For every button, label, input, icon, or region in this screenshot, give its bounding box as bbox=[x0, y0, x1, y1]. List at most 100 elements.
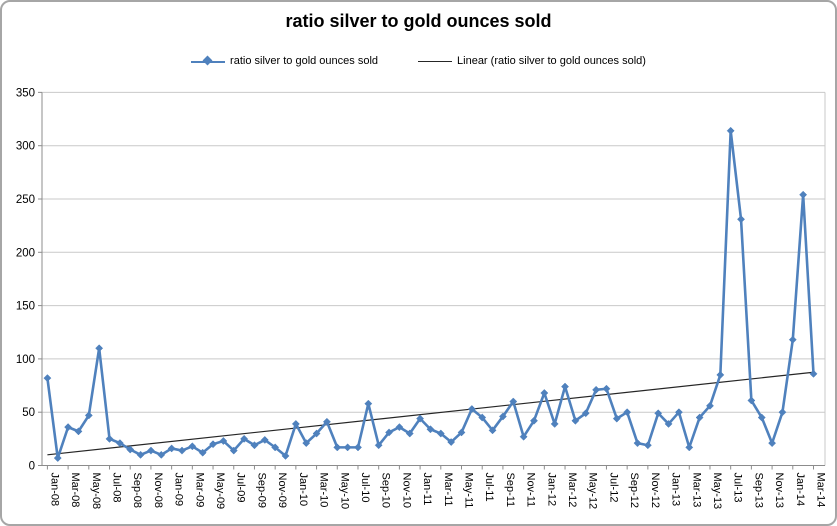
data-point-marker[interactable] bbox=[312, 429, 321, 438]
data-point-marker[interactable] bbox=[209, 440, 217, 449]
data-point-marker[interactable] bbox=[809, 369, 818, 378]
data-point-marker[interactable] bbox=[395, 423, 404, 432]
chart-title[interactable]: ratio silver to gold ounces sold bbox=[285, 11, 552, 31]
data-point-marker[interactable] bbox=[374, 441, 383, 450]
data-point-marker[interactable] bbox=[592, 385, 601, 394]
data-point-marker[interactable] bbox=[706, 401, 714, 410]
data-point-marker[interactable] bbox=[674, 408, 683, 417]
x-tick-label: Jan-13 bbox=[670, 473, 682, 507]
data-point-marker[interactable] bbox=[488, 426, 497, 435]
data-point-marker[interactable] bbox=[447, 438, 456, 447]
data-point-marker[interactable] bbox=[436, 429, 445, 438]
x-tick-label: May-10 bbox=[338, 473, 350, 510]
data-point-marker[interactable] bbox=[716, 370, 725, 379]
series-line[interactable] bbox=[46, 129, 815, 460]
data-point-marker[interactable] bbox=[229, 446, 238, 455]
data-point-marker[interactable] bbox=[302, 439, 311, 448]
data-point-marker[interactable] bbox=[654, 409, 663, 418]
data-point-marker[interactable] bbox=[167, 444, 176, 453]
data-point-marker[interactable] bbox=[778, 408, 787, 417]
data-point-marker[interactable] bbox=[498, 412, 507, 421]
data-point-marker[interactable] bbox=[157, 450, 166, 459]
data-point-marker[interactable] bbox=[43, 374, 52, 383]
series-ratio-silver-to-gold[interactable] bbox=[43, 126, 818, 462]
data-point-marker[interactable] bbox=[799, 190, 808, 199]
data-point-marker[interactable] bbox=[250, 441, 259, 450]
data-point-marker[interactable] bbox=[260, 435, 269, 444]
data-point-marker[interactable] bbox=[322, 417, 331, 426]
trendline[interactable] bbox=[47, 371, 814, 456]
data-point-marker[interactable] bbox=[757, 413, 766, 422]
data-point-marker[interactable] bbox=[291, 419, 300, 428]
data-point-marker[interactable] bbox=[385, 428, 393, 437]
data-point-marker[interactable] bbox=[95, 344, 104, 353]
y-tick-label: 350 bbox=[16, 87, 35, 99]
x-tick-label: Nov-08 bbox=[152, 473, 164, 508]
data-point-marker[interactable] bbox=[64, 423, 73, 432]
data-point-marker[interactable] bbox=[426, 425, 435, 434]
data-point-marker[interactable] bbox=[188, 442, 197, 451]
data-point-marker[interactable] bbox=[530, 416, 538, 425]
data-point-marker[interactable] bbox=[633, 439, 642, 448]
data-point-marker[interactable] bbox=[354, 443, 362, 452]
data-point-marker[interactable] bbox=[405, 429, 414, 438]
data-point-marker[interactable] bbox=[343, 443, 352, 452]
data-point-marker[interactable] bbox=[198, 448, 207, 457]
data-point-marker[interactable] bbox=[509, 397, 518, 406]
data-point-marker[interactable] bbox=[571, 416, 580, 425]
data-point-marker[interactable] bbox=[726, 126, 735, 135]
data-point-marker[interactable] bbox=[623, 408, 632, 417]
data-point-marker[interactable] bbox=[478, 413, 487, 422]
data-point-marker[interactable] bbox=[664, 419, 673, 428]
data-point-marker[interactable] bbox=[105, 434, 114, 443]
data-point-marker[interactable] bbox=[416, 414, 425, 423]
x-tick-label: Jul-11 bbox=[483, 473, 495, 502]
data-point-marker[interactable] bbox=[612, 414, 621, 423]
trendline-icon bbox=[418, 57, 453, 66]
data-point-marker[interactable] bbox=[136, 450, 145, 459]
data-point-marker[interactable] bbox=[561, 382, 569, 391]
data-point-marker[interactable] bbox=[219, 437, 228, 445]
data-point-marker[interactable] bbox=[788, 335, 797, 344]
data-point-marker[interactable] bbox=[457, 428, 466, 437]
data-point-marker[interactable] bbox=[53, 454, 62, 462]
data-point-marker[interactable] bbox=[768, 439, 777, 448]
x-tick-label: May-08 bbox=[90, 473, 102, 510]
data-point-marker[interactable] bbox=[550, 419, 559, 428]
data-point-marker[interactable] bbox=[281, 451, 290, 460]
data-point-marker[interactable] bbox=[146, 446, 155, 455]
data-point-marker[interactable] bbox=[581, 409, 590, 418]
data-point-marker[interactable] bbox=[695, 413, 704, 422]
data-point-marker[interactable] bbox=[643, 441, 652, 450]
data-point-marker[interactable] bbox=[737, 215, 745, 224]
data-point-marker[interactable] bbox=[602, 384, 611, 393]
x-tick-label: Nov-13 bbox=[773, 473, 785, 508]
data-point-marker[interactable] bbox=[74, 427, 83, 436]
x-tick-label: Jul-12 bbox=[607, 473, 619, 503]
data-point-marker[interactable] bbox=[747, 396, 756, 405]
data-point-marker[interactable] bbox=[519, 432, 528, 441]
y-axis-labels: 0 50 100 150 200 250 300 350 bbox=[16, 87, 42, 473]
x-tick-label: Jan-09 bbox=[173, 473, 185, 507]
x-tick-label: Jul-13 bbox=[732, 473, 744, 503]
data-point-marker[interactable] bbox=[178, 446, 186, 455]
data-point-marker[interactable] bbox=[240, 434, 249, 443]
axes[interactable] bbox=[41, 92, 825, 466]
data-point-marker[interactable] bbox=[685, 443, 694, 452]
data-point-marker[interactable] bbox=[364, 399, 373, 408]
data-point-marker[interactable] bbox=[115, 439, 124, 448]
x-tick-label: Mar-13 bbox=[690, 473, 702, 508]
x-tick-label: Mar-12 bbox=[566, 473, 578, 508]
data-point-marker[interactable] bbox=[271, 443, 280, 452]
data-point-marker[interactable] bbox=[333, 443, 342, 452]
x-tick-label: Mar-09 bbox=[193, 473, 205, 508]
data-point-marker[interactable] bbox=[84, 411, 93, 420]
data-point-marker[interactable] bbox=[540, 389, 549, 397]
data-point-marker[interactable] bbox=[126, 445, 135, 454]
x-tick-label: Nov-09 bbox=[276, 473, 288, 508]
legend-label-trendline: Linear (ratio silver to gold ounces sold… bbox=[457, 55, 646, 67]
legend-item-trendline[interactable]: Linear (ratio silver to gold ounces sold… bbox=[418, 55, 646, 67]
data-point-marker[interactable] bbox=[467, 405, 476, 413]
legend-item-series[interactable]: ratio silver to gold ounces sold bbox=[191, 55, 378, 67]
